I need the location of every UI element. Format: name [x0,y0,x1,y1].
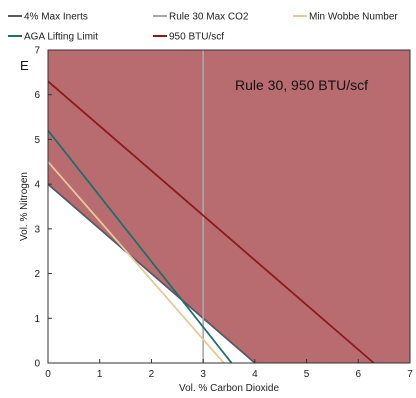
legend-item: 4% Max Inerts [8,12,88,23]
legend-label: Min Wobbe Number [309,12,398,23]
x-tick-label: 5 [304,369,310,380]
legend: 4% Max Inerts Rule 30 Max CO2 Min Wobbe Nu… [8,12,398,43]
series-line-950-btu-scf [47,80,375,364]
series-line-4-max-inerts [47,183,256,364]
series-line-min-wobbe-number [47,161,225,364]
x-tick-label: 0 [45,369,51,380]
x-tick-label: 3 [200,369,206,380]
y-tick-label: 4 [34,180,40,191]
series-layer [47,50,375,364]
legend-label: Rule 30 Max CO2 [169,12,249,23]
legend-item: Rule 30 Max CO2 [153,12,249,23]
x-tick-label: 4 [252,369,258,380]
x-tick-label: 7 [407,369,413,380]
y-axis-title: Vol. % Nitrogen [19,172,30,241]
series-line-aga-lifting-limit [47,129,233,364]
legend-label: 4% Max Inerts [24,12,88,23]
y-axis: 0 1 2 3 4 5 6 7 [34,46,52,370]
y-tick-label: 3 [34,224,40,235]
x-tick-label: 1 [97,369,103,380]
y-tick-label: 7 [34,46,40,57]
plot-frame [47,49,411,364]
x-tick-label: 6 [356,369,362,380]
x-axis: 0 1 2 3 4 5 6 7 [45,359,413,380]
legend-item: 950 BTU/scf [153,32,224,43]
legend-item: AGA Lifting Limit [8,32,98,43]
y-tick-label: 5 [34,135,40,146]
x-tick-label: 2 [149,369,155,380]
legend-label: AGA Lifting Limit [24,32,98,43]
y-tick-label: 2 [34,269,40,280]
legend-item: Min Wobbe Number [293,12,398,23]
y-tick-label: 6 [34,90,40,101]
annotation: Rule 30, 950 BTU/scf [235,77,368,93]
legend-label: 950 BTU/scf [169,32,224,43]
y-tick-label: 1 [34,314,40,325]
panel-label: E [20,58,29,73]
x-axis-title: Vol. % Carbon Dioxide [179,383,279,394]
shaded-region [48,50,410,363]
y-tick-label: 0 [34,359,40,370]
